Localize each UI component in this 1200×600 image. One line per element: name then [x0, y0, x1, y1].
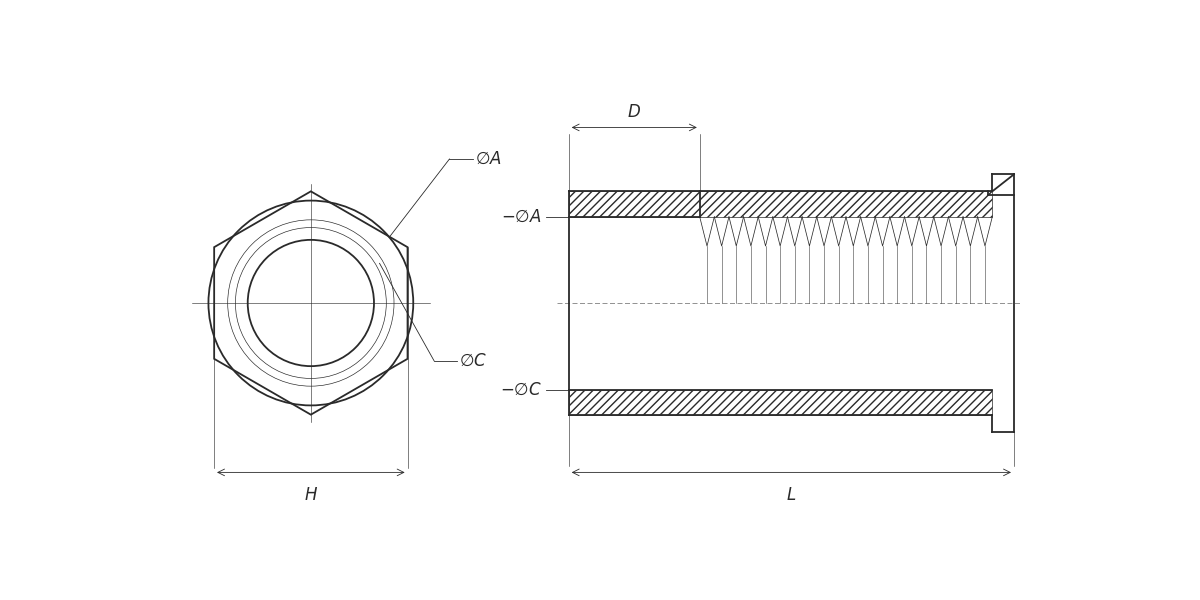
- Polygon shape: [569, 390, 992, 415]
- Text: D: D: [628, 103, 641, 121]
- Text: H: H: [305, 486, 317, 504]
- Text: L: L: [787, 486, 796, 504]
- Polygon shape: [569, 191, 992, 217]
- Text: $-\varnothing$C: $-\varnothing$C: [500, 381, 542, 399]
- Text: $-\varnothing$A: $-\varnothing$A: [502, 208, 542, 226]
- Text: $\varnothing$C: $\varnothing$C: [460, 352, 487, 370]
- Text: $\varnothing$A: $\varnothing$A: [475, 150, 502, 168]
